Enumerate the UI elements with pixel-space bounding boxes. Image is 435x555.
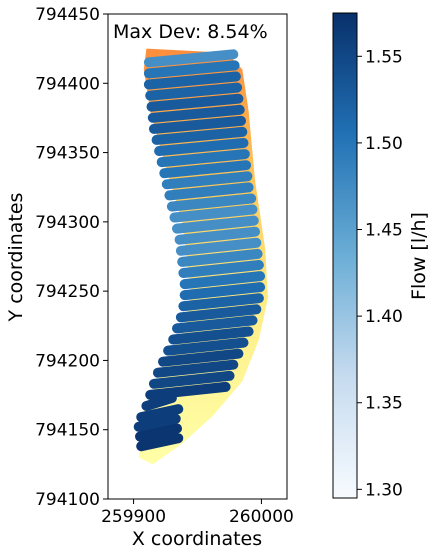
plot-frame — [107, 13, 288, 500]
flow-row-7 — [149, 115, 246, 134]
flow-row-3 — [143, 71, 241, 90]
flow-row-12 — [161, 171, 253, 190]
x-tick-label: 260000 — [229, 507, 294, 527]
y-tick-label: 794250 — [35, 282, 100, 302]
y-tick-label: 794400 — [35, 74, 100, 94]
max-dev-annotation: Max Dev: 8.54% — [113, 21, 268, 43]
colorbar-tick-label: 1.30 — [365, 480, 403, 500]
flow-row-5 — [146, 93, 244, 112]
flow-row-14 — [166, 193, 257, 212]
flow-row-11 — [159, 160, 252, 179]
flow-row-33 — [136, 404, 184, 423]
flow-row-6 — [147, 104, 245, 123]
flow-row-30 — [149, 370, 235, 389]
flow-row-29 — [152, 359, 239, 378]
flow-row-27 — [163, 337, 249, 356]
flow-points — [133, 49, 266, 452]
colorbar — [332, 12, 358, 499]
flow-row-19 — [177, 248, 263, 267]
colorbar-axis: 1.30 1.35 1.40 1.45 1.50 1.55 — [357, 47, 403, 500]
colorbar-tick-label: 1.55 — [365, 47, 403, 67]
colorbar-tick-label: 1.35 — [365, 394, 403, 414]
flow-row-8 — [151, 126, 248, 145]
x-axis-label: X coordinates — [132, 528, 262, 550]
y-axis: 794100 794150 794200 794250 794300 794350 7944… — [35, 5, 108, 510]
flow-row-21 — [179, 271, 266, 290]
flow-row-36 — [136, 433, 184, 452]
flow-row-24 — [175, 304, 262, 323]
flow-row-22 — [179, 282, 266, 301]
colorbar-tick-label: 1.40 — [365, 307, 403, 327]
y-tick-label: 794450 — [35, 5, 100, 25]
flow-row-32 — [141, 393, 177, 411]
flow-row-28 — [158, 348, 244, 367]
flow-row-16 — [172, 215, 259, 234]
flow-row-9 — [154, 138, 249, 156]
flow-row-10 — [156, 149, 250, 168]
flow-row-4 — [145, 82, 243, 101]
colorbar-label: Flow [l/h] — [408, 212, 430, 300]
flow-row-35 — [135, 423, 182, 442]
flow-row-13 — [164, 182, 254, 201]
flow-row-31 — [145, 381, 231, 400]
flow-row-20 — [178, 260, 264, 278]
flow-row-26 — [168, 326, 254, 345]
x-axis: 259900 260000 — [101, 499, 294, 527]
flow-row-17 — [174, 226, 260, 245]
flow-row-25 — [172, 315, 258, 334]
y-tick-label: 794200 — [35, 351, 100, 371]
y-tick-label: 794150 — [35, 421, 100, 441]
flow-row-23 — [178, 293, 264, 312]
colorbar-tick-label: 1.50 — [365, 134, 403, 154]
flow-row-18 — [175, 237, 262, 256]
flow-row-2 — [143, 60, 240, 79]
y-tick-label: 794100 — [35, 490, 100, 510]
y-tick-label: 794350 — [35, 144, 100, 164]
flow-row-15 — [169, 204, 258, 223]
y-tick-label: 794300 — [35, 213, 100, 233]
colorbar-tick-label: 1.45 — [365, 221, 403, 241]
flow-row-34 — [133, 413, 181, 432]
x-tick-label: 259900 — [101, 507, 166, 527]
y-axis-label: Y coordinates — [5, 193, 27, 323]
flow-row-1 — [143, 49, 239, 68]
